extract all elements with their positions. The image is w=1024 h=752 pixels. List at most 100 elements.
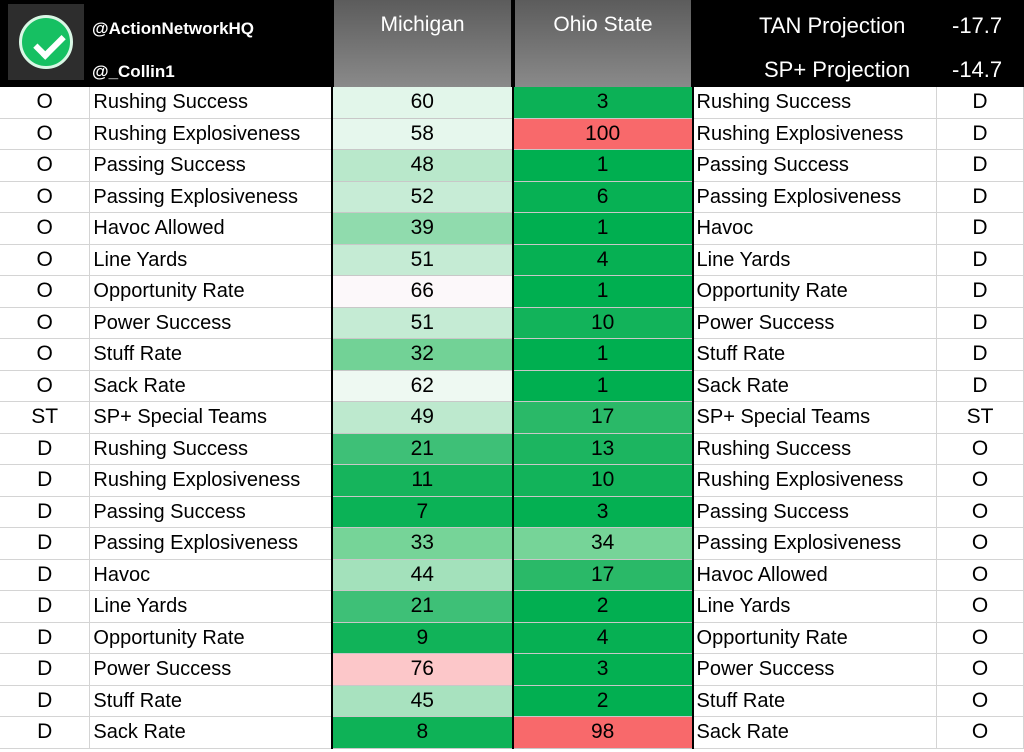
michigan-metric-cell[interactable]: Havoc: [89, 559, 333, 591]
michigan-unit-cell[interactable]: O: [0, 338, 91, 371]
ohio-state-rank-cell[interactable]: 10: [511, 464, 694, 497]
ohio-state-rank-cell[interactable]: 6: [511, 181, 694, 213]
ohio-state-rank-cell[interactable]: 1: [511, 338, 694, 371]
michigan-rank-cell[interactable]: 39: [330, 212, 514, 245]
ohio-state-unit-cell[interactable]: D: [936, 87, 1024, 119]
michigan-rank-cell[interactable]: 62: [330, 370, 514, 402]
michigan-rank-cell[interactable]: 9: [330, 622, 514, 654]
ohio-state-rank-cell[interactable]: 34: [511, 527, 694, 560]
ohio-state-unit-cell[interactable]: O: [936, 496, 1024, 528]
ohio-state-unit-cell[interactable]: D: [936, 118, 1024, 150]
michigan-metric-cell[interactable]: Stuff Rate: [89, 338, 333, 371]
ohio-state-unit-cell[interactable]: O: [936, 559, 1024, 591]
michigan-metric-cell[interactable]: Passing Success: [89, 149, 333, 182]
michigan-unit-cell[interactable]: D: [0, 622, 91, 654]
michigan-metric-cell[interactable]: Havoc Allowed: [89, 212, 333, 245]
ohio-state-rank-cell[interactable]: 17: [511, 559, 694, 591]
ohio-state-metric-cell[interactable]: Havoc Allowed: [692, 559, 937, 591]
ohio-state-unit-cell[interactable]: D: [936, 244, 1024, 276]
michigan-rank-cell[interactable]: 8: [330, 716, 514, 749]
michigan-unit-cell[interactable]: D: [0, 496, 91, 528]
ohio-state-unit-cell[interactable]: O: [936, 464, 1024, 497]
michigan-metric-cell[interactable]: Passing Explosiveness: [89, 527, 333, 560]
team-header-ohio-state[interactable]: Ohio State: [513, 0, 693, 87]
ohio-state-rank-cell[interactable]: 2: [511, 685, 694, 717]
ohio-state-metric-cell[interactable]: Sack Rate: [692, 716, 937, 749]
ohio-state-metric-cell[interactable]: Stuff Rate: [692, 685, 937, 717]
michigan-unit-cell[interactable]: O: [0, 307, 91, 339]
ohio-state-metric-cell[interactable]: Passing Success: [692, 496, 937, 528]
team-header-michigan[interactable]: Michigan: [332, 0, 513, 87]
ohio-state-rank-cell[interactable]: 10: [511, 307, 694, 339]
michigan-metric-cell[interactable]: Line Yards: [89, 244, 333, 276]
ohio-state-unit-cell[interactable]: O: [936, 590, 1024, 623]
michigan-rank-cell[interactable]: 33: [330, 527, 514, 560]
michigan-metric-cell[interactable]: Opportunity Rate: [89, 622, 333, 654]
michigan-metric-cell[interactable]: Sack Rate: [89, 716, 333, 749]
ohio-state-rank-cell[interactable]: 4: [511, 622, 694, 654]
ohio-state-metric-cell[interactable]: Opportunity Rate: [692, 275, 937, 308]
ohio-state-rank-cell[interactable]: 3: [511, 653, 694, 686]
ohio-state-metric-cell[interactable]: Sack Rate: [692, 370, 937, 402]
ohio-state-unit-cell[interactable]: O: [936, 685, 1024, 717]
michigan-rank-cell[interactable]: 32: [330, 338, 514, 371]
michigan-metric-cell[interactable]: Sack Rate: [89, 370, 333, 402]
michigan-metric-cell[interactable]: Stuff Rate: [89, 685, 333, 717]
ohio-state-metric-cell[interactable]: Havoc: [692, 212, 937, 245]
ohio-state-metric-cell[interactable]: Power Success: [692, 307, 937, 339]
ohio-state-rank-cell[interactable]: 4: [511, 244, 694, 276]
ohio-state-rank-cell[interactable]: 3: [511, 496, 694, 528]
michigan-unit-cell[interactable]: D: [0, 716, 91, 749]
ohio-state-unit-cell[interactable]: D: [936, 370, 1024, 402]
ohio-state-metric-cell[interactable]: Rushing Explosiveness: [692, 464, 937, 497]
ohio-state-rank-cell[interactable]: 2: [511, 590, 694, 623]
michigan-unit-cell[interactable]: O: [0, 181, 91, 213]
michigan-metric-cell[interactable]: Opportunity Rate: [89, 275, 333, 308]
ohio-state-metric-cell[interactable]: Opportunity Rate: [692, 622, 937, 654]
ohio-state-rank-cell[interactable]: 98: [511, 716, 694, 749]
michigan-metric-cell[interactable]: Line Yards: [89, 590, 333, 623]
ohio-state-unit-cell[interactable]: O: [936, 653, 1024, 686]
michigan-rank-cell[interactable]: 44: [330, 559, 514, 591]
michigan-rank-cell[interactable]: 76: [330, 653, 514, 686]
ohio-state-unit-cell[interactable]: D: [936, 212, 1024, 245]
michigan-metric-cell[interactable]: Rushing Explosiveness: [89, 118, 333, 150]
ohio-state-metric-cell[interactable]: Line Yards: [692, 244, 937, 276]
ohio-state-unit-cell[interactable]: D: [936, 338, 1024, 371]
ohio-state-metric-cell[interactable]: Rushing Explosiveness: [692, 118, 937, 150]
michigan-rank-cell[interactable]: 58: [330, 118, 514, 150]
ohio-state-unit-cell[interactable]: D: [936, 149, 1024, 182]
ohio-state-unit-cell[interactable]: D: [936, 307, 1024, 339]
michigan-rank-cell[interactable]: 21: [330, 590, 514, 623]
michigan-rank-cell[interactable]: 48: [330, 149, 514, 182]
ohio-state-unit-cell[interactable]: ST: [936, 401, 1024, 434]
michigan-rank-cell[interactable]: 11: [330, 464, 514, 497]
michigan-metric-cell[interactable]: Passing Success: [89, 496, 333, 528]
ohio-state-unit-cell[interactable]: O: [936, 527, 1024, 560]
michigan-rank-cell[interactable]: 21: [330, 433, 514, 465]
ohio-state-unit-cell[interactable]: D: [936, 181, 1024, 213]
michigan-unit-cell[interactable]: D: [0, 433, 91, 465]
michigan-rank-cell[interactable]: 49: [330, 401, 514, 434]
michigan-unit-cell[interactable]: D: [0, 685, 91, 717]
michigan-metric-cell[interactable]: Rushing Explosiveness: [89, 464, 333, 497]
ohio-state-unit-cell[interactable]: O: [936, 622, 1024, 654]
ohio-state-metric-cell[interactable]: Rushing Success: [692, 433, 937, 465]
ohio-state-rank-cell[interactable]: 17: [511, 401, 694, 434]
michigan-metric-cell[interactable]: Power Success: [89, 653, 333, 686]
ohio-state-unit-cell[interactable]: O: [936, 716, 1024, 749]
ohio-state-unit-cell[interactable]: D: [936, 275, 1024, 308]
michigan-unit-cell[interactable]: O: [0, 370, 91, 402]
michigan-rank-cell[interactable]: 51: [330, 244, 514, 276]
michigan-unit-cell[interactable]: O: [0, 212, 91, 245]
ohio-state-rank-cell[interactable]: 3: [511, 87, 694, 119]
michigan-unit-cell[interactable]: O: [0, 275, 91, 308]
michigan-unit-cell[interactable]: ST: [0, 401, 91, 434]
michigan-rank-cell[interactable]: 51: [330, 307, 514, 339]
ohio-state-unit-cell[interactable]: O: [936, 433, 1024, 465]
michigan-unit-cell[interactable]: O: [0, 149, 91, 182]
michigan-metric-cell[interactable]: Rushing Success: [89, 433, 333, 465]
michigan-unit-cell[interactable]: D: [0, 527, 91, 560]
michigan-rank-cell[interactable]: 66: [330, 275, 514, 308]
ohio-state-rank-cell[interactable]: 13: [511, 433, 694, 465]
